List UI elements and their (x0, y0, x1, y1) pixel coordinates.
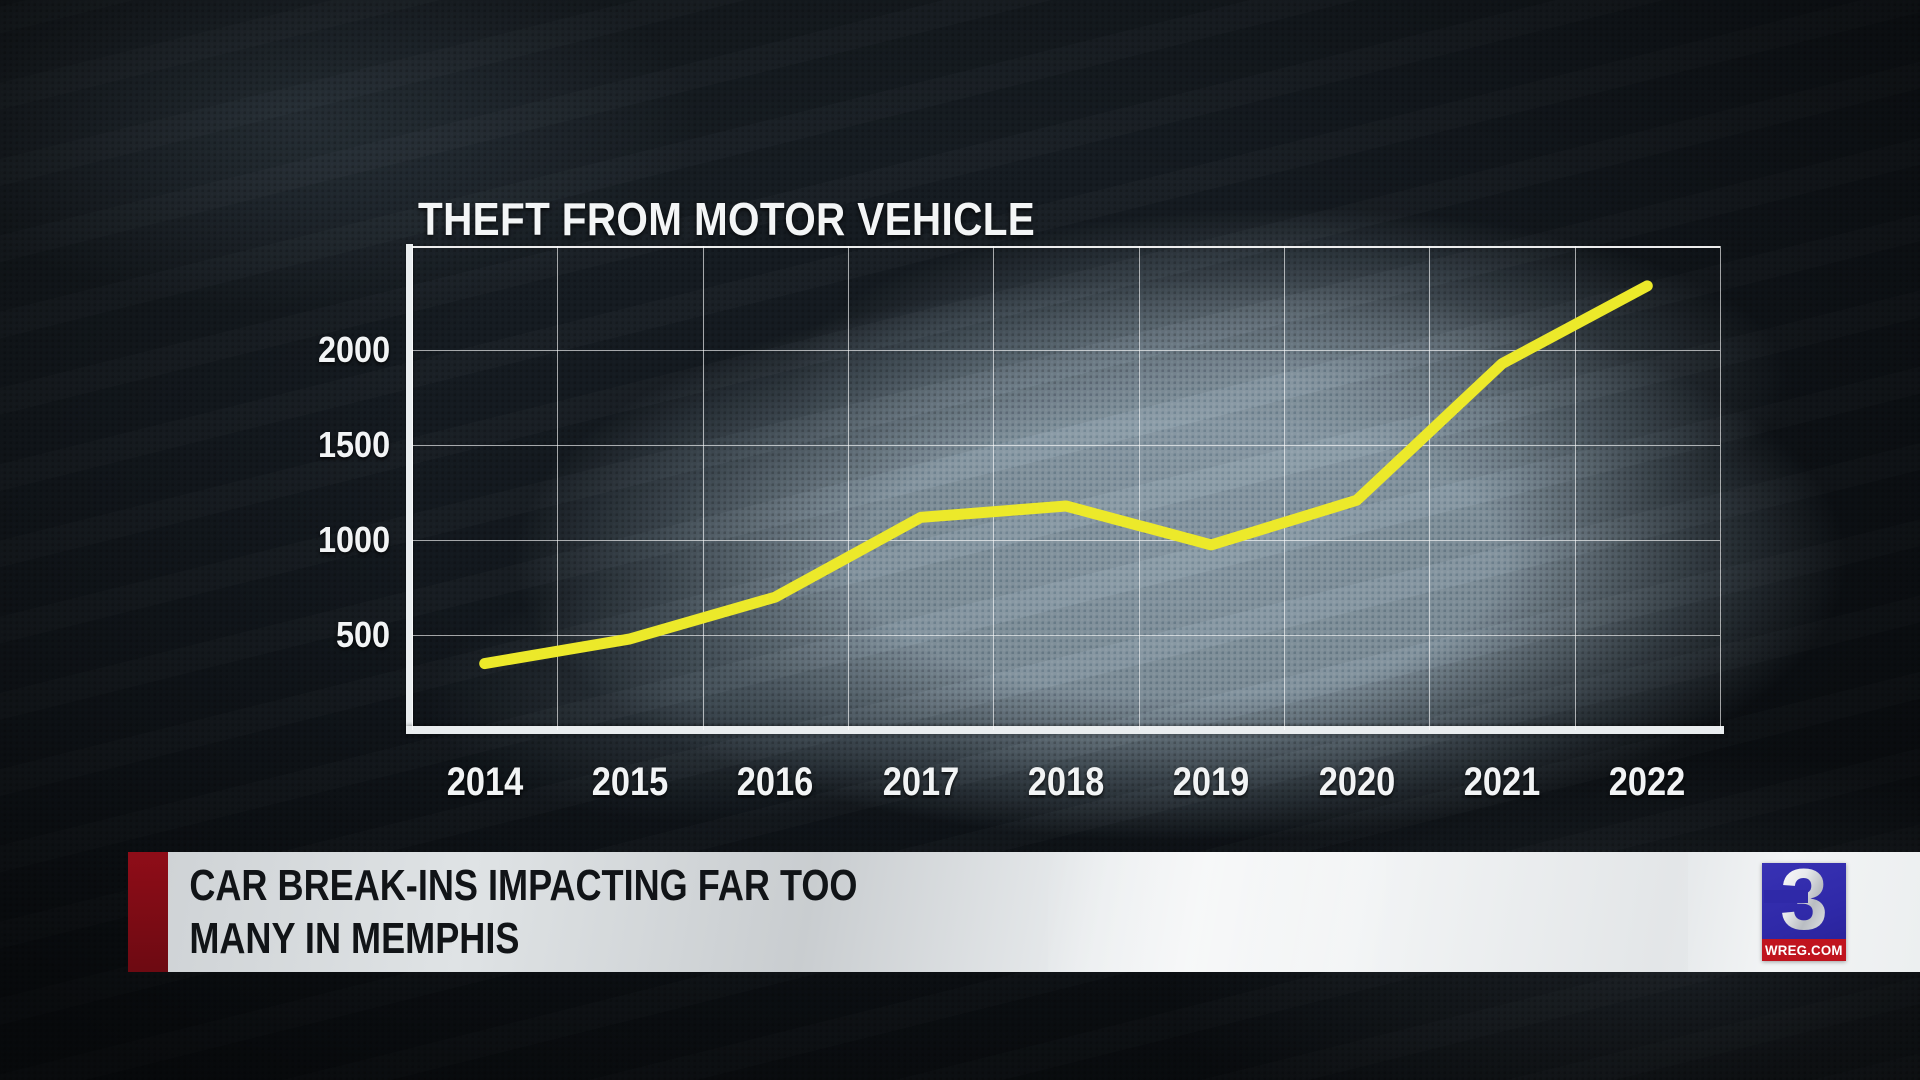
y-axis-line (406, 244, 413, 732)
gridline-vertical (848, 246, 849, 730)
gridline-vertical (1429, 246, 1430, 730)
x-tick-label: 2018 (1027, 760, 1105, 804)
y-tick-label: 2000 (317, 329, 390, 371)
theft-line-series (479, 280, 1653, 670)
gridline-vertical (1139, 246, 1140, 730)
y-tick-label: 500 (335, 614, 390, 656)
gridline-vertical (703, 246, 704, 730)
gridline-top-edge (412, 246, 1720, 248)
x-tick-label: 2014 (446, 760, 524, 804)
gridline-horizontal (412, 635, 1720, 637)
gridline-vertical (1284, 246, 1285, 730)
x-tick-label: 2020 (1318, 760, 1396, 804)
station-logo-container: 3 WREG.COM (1688, 852, 1920, 972)
lower-third-body: CAR BREAK-INS IMPACTING FAR TOO MANY IN … (168, 852, 1860, 972)
chart-graphic: THEFT FROM MOTOR VEHICLE 500 1000 1500 2000… (250, 0, 1724, 840)
gridline-horizontal (412, 350, 1720, 352)
gridline-vertical (1720, 246, 1721, 730)
x-tick-label: 2022 (1608, 760, 1686, 804)
x-tick-label: 2015 (591, 760, 669, 804)
gridline-horizontal (412, 540, 1720, 542)
wreg-logo: 3 WREG.COM (1762, 863, 1846, 961)
x-tick-label: 2021 (1463, 760, 1541, 804)
gridline-vertical (412, 246, 413, 730)
line-series-svg (479, 280, 1653, 670)
lower-third-accent-bar (128, 852, 168, 972)
logo-domain-label: WREG.COM (1765, 942, 1843, 958)
channel-3-mark: 3 (1762, 863, 1846, 939)
logo-domain-text: WREG.COM (1762, 939, 1846, 961)
gridline-vertical (993, 246, 994, 730)
gridline-vertical (1575, 246, 1576, 730)
y-tick-label: 1500 (317, 424, 390, 466)
channel-number-icon: 3 (1764, 863, 1828, 939)
lower-third-banner: CAR BREAK-INS IMPACTING FAR TOO MANY IN … (0, 852, 1860, 972)
y-tick-label: 1000 (317, 519, 390, 561)
gridline-vertical (557, 246, 558, 730)
y-axis-tick-labels: 500 1000 1500 2000 (250, 0, 390, 840)
headline-text: CAR BREAK-INS IMPACTING FAR TOO MANY IN … (168, 859, 857, 965)
gridline-horizontal (412, 445, 1720, 447)
x-tick-label: 2016 (736, 760, 814, 804)
headline-line-2: MANY IN MEMPHIS (189, 914, 520, 963)
x-tick-label: 2017 (882, 760, 960, 804)
headline-line-1: CAR BREAK-INS IMPACTING FAR TOO (189, 861, 858, 910)
x-tick-label: 2019 (1172, 760, 1250, 804)
plot-area (412, 246, 1721, 730)
x-axis-tick-labels: 2014 2015 2016 2017 2018 2019 2020 2021 2022 (412, 760, 1720, 816)
x-axis-line (406, 726, 1724, 734)
plot-frame (412, 246, 1721, 730)
chart-title: THEFT FROM MOTOR VEHICLE (418, 193, 1036, 245)
